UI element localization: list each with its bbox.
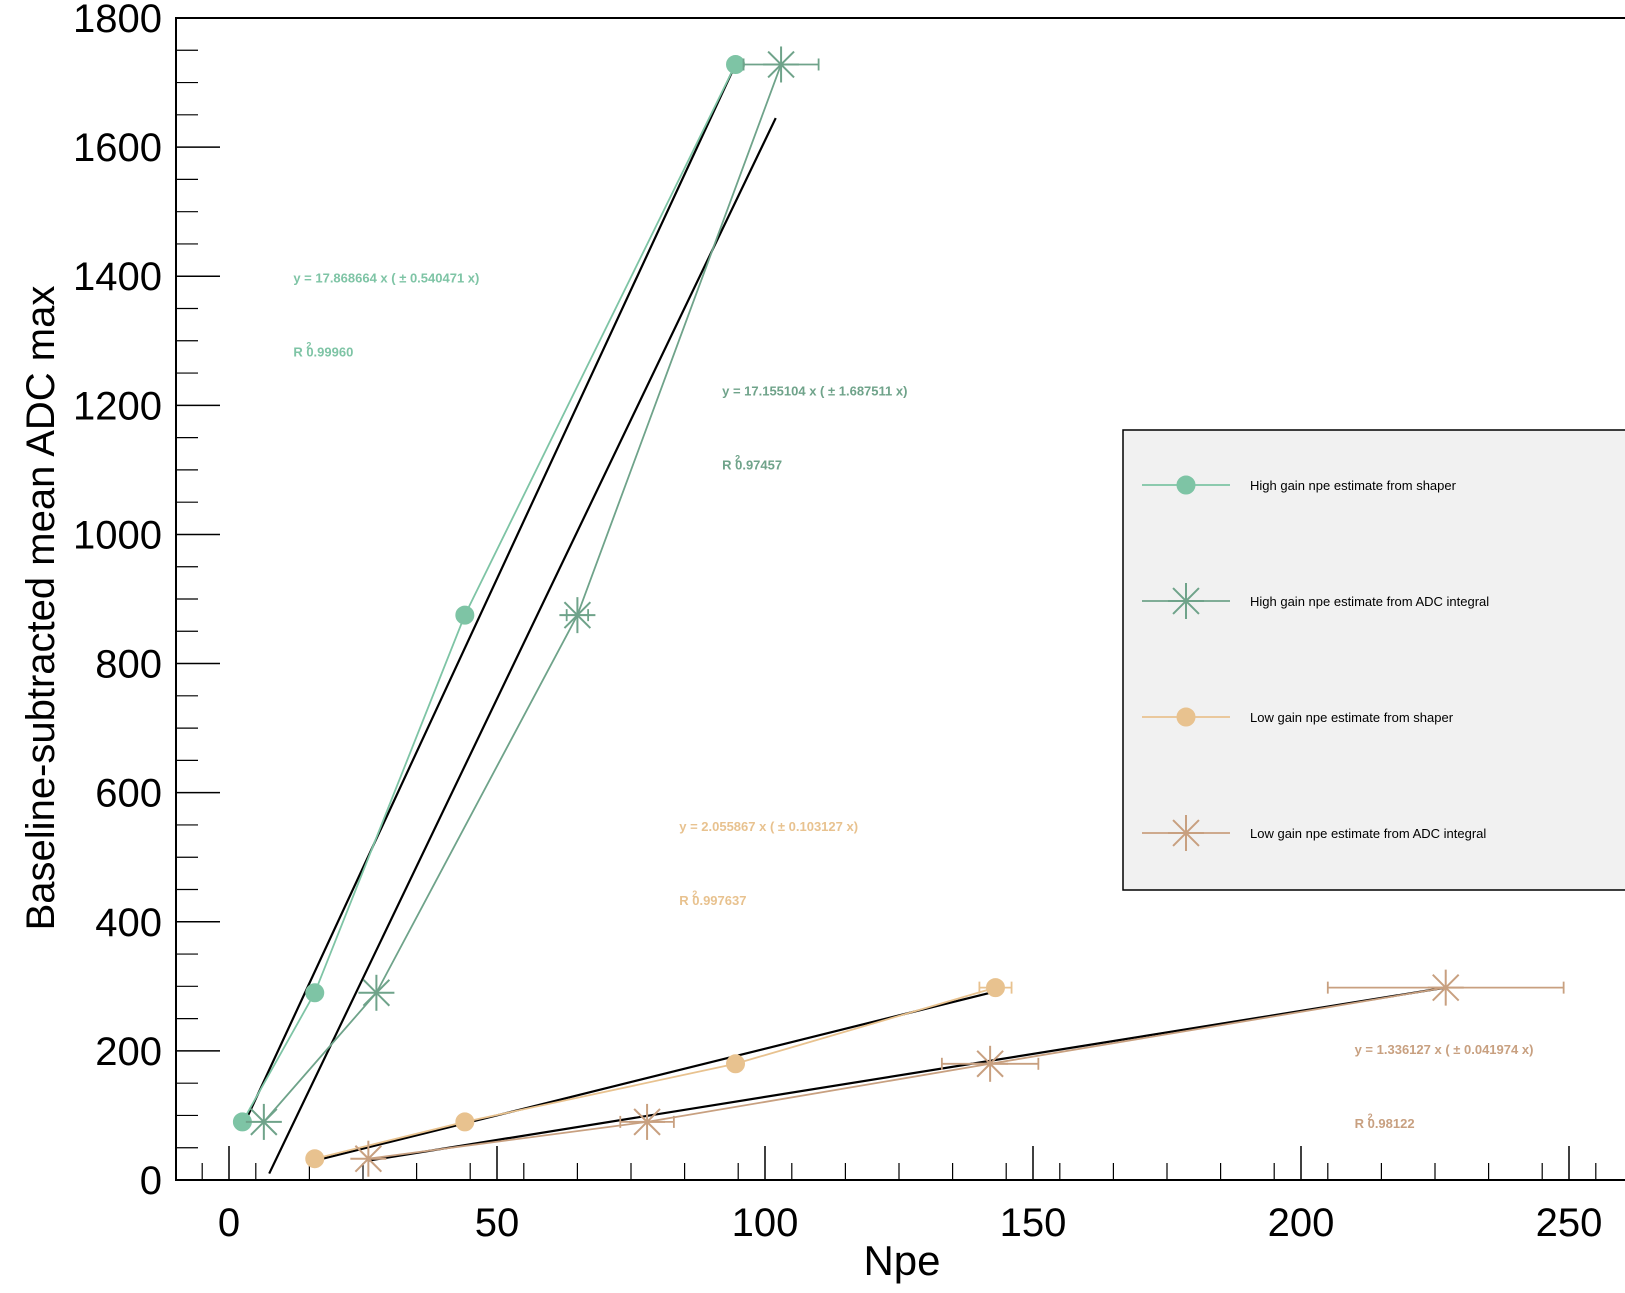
data-point <box>305 983 325 1003</box>
y-axis-label: Baseline-subtracted mean ADC max <box>19 286 63 931</box>
data-point <box>972 1045 1009 1082</box>
legend-label: High gain npe estimate from ADC integral <box>1250 594 1489 609</box>
axes-layer: 0 50 100 150 200 250 0 200 400 600 800 1000 1200 1400… <box>73 0 1602 1245</box>
legend-label: Low gain npe estimate from shaper <box>1250 710 1454 725</box>
legend-marker <box>1168 583 1204 619</box>
fit-labels-layer: y = 17.868664 x ( ± 0.540471 x) R 0.99960… <box>293 271 1533 1131</box>
data-point <box>455 1112 475 1132</box>
fit-equation: y = 1.336127 x ( ± 0.041974 x) <box>1355 1042 1534 1057</box>
x-tick-label: 0 <box>218 1201 240 1245</box>
star-stroke <box>1432 973 1460 1002</box>
legend-box <box>1122 429 1625 891</box>
series-line <box>241 64 737 1123</box>
star-stroke <box>362 979 391 1007</box>
data-point <box>559 597 596 634</box>
data-point <box>726 1054 746 1074</box>
x-axis-label: Npe <box>863 1237 940 1284</box>
x-tick-label: 50 <box>475 1201 520 1245</box>
y-tick-label: 1600 <box>73 126 162 170</box>
data-point <box>1427 969 1464 1006</box>
data-point <box>245 1103 282 1140</box>
y-tick-label: 0 <box>140 1159 162 1203</box>
y-tick-label: 400 <box>95 901 162 945</box>
star-stroke <box>1172 587 1200 615</box>
y-tick-label: 800 <box>95 643 162 687</box>
r-squared-superscript: 2 <box>735 454 740 464</box>
y-tick-label: 1000 <box>73 513 162 557</box>
y-tick-label: 1400 <box>73 255 162 299</box>
fit-equation: y = 2.055867 x ( ± 0.103127 x) <box>679 819 858 834</box>
data-point <box>985 978 1005 998</box>
star-stroke <box>976 1050 1004 1078</box>
series-line <box>368 986 1446 1160</box>
data-point <box>629 1103 666 1140</box>
fit-equation: y = 17.155104 x ( ± 1.687511 x) <box>722 384 907 399</box>
fit-r-squared: R 0.97457 <box>722 458 782 473</box>
fits-layer <box>244 64 1446 1175</box>
star-stroke <box>767 50 795 79</box>
star-stroke <box>250 1108 278 1136</box>
data-point <box>763 46 800 83</box>
data-point <box>358 974 395 1011</box>
r-squared-superscript: 2 <box>1368 1112 1373 1122</box>
series-line <box>314 986 996 1160</box>
x-tick-label: 200 <box>1268 1201 1335 1245</box>
y-tick-label: 200 <box>95 1030 162 1074</box>
y-tick-label: 600 <box>95 772 162 816</box>
series-line <box>263 64 782 1123</box>
legend-marker <box>1176 707 1196 727</box>
legend: High gain npe estimate from shaper High g… <box>1122 429 1625 891</box>
r-squared-superscript: 2 <box>306 341 311 351</box>
fit-line <box>314 991 991 1162</box>
data-point <box>350 1140 387 1177</box>
x-tick-label: 150 <box>1000 1201 1067 1245</box>
data-point <box>455 605 475 625</box>
x-tick-label: 100 <box>732 1201 799 1245</box>
legend-marker <box>1176 475 1196 495</box>
fit-equation: y = 17.868664 x ( ± 0.540471 x) <box>293 271 479 286</box>
legend-marker <box>1168 815 1204 851</box>
fit-line <box>368 986 1446 1162</box>
star-stroke <box>1172 819 1200 847</box>
fit-r-squared: R 0.98122 <box>1355 1116 1415 1131</box>
star-stroke <box>563 601 592 629</box>
legend-label: Low gain npe estimate from ADC integral <box>1250 826 1486 841</box>
y-tick-label: 1800 <box>73 0 162 41</box>
fit-r-squared: R 0.99960 <box>293 345 353 360</box>
star-stroke <box>354 1145 383 1173</box>
data-point <box>305 1149 325 1169</box>
legend-label: High gain npe estimate from shaper <box>1250 478 1457 493</box>
fit-r-squared: R 0.997637 <box>679 893 746 908</box>
data-point <box>726 54 746 74</box>
fit-line <box>244 64 737 1123</box>
fit-line <box>268 117 777 1175</box>
x-tick-label: 250 <box>1536 1201 1603 1245</box>
series-layer <box>232 46 1565 1177</box>
r-squared-superscript: 2 <box>692 889 697 899</box>
star-stroke <box>633 1108 661 1136</box>
y-tick-label: 1200 <box>73 384 162 428</box>
